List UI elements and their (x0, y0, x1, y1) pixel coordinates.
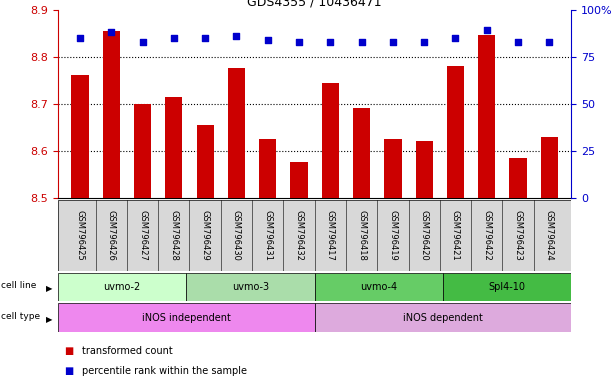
Text: iNOS dependent: iNOS dependent (403, 313, 483, 323)
Text: transformed count: transformed count (82, 346, 174, 356)
Point (137, 38, 147, 45)
Text: uvmo-2: uvmo-2 (104, 282, 141, 292)
Point (388, 38, 398, 45)
Bar (384, 139, 401, 198)
Point (513, 38, 523, 45)
Point (419, 38, 429, 45)
Text: GSM796417: GSM796417 (326, 210, 335, 261)
Bar (186, 273, 315, 301)
Text: Spl4-10: Spl4-10 (489, 282, 525, 292)
Bar (322, 83, 339, 198)
Bar (71, 76, 89, 198)
Bar (315, 273, 443, 301)
Bar (541, 137, 558, 198)
Bar (447, 66, 464, 198)
Bar (443, 273, 571, 301)
Text: uvmo-3: uvmo-3 (232, 282, 269, 292)
Bar (103, 31, 120, 198)
Text: percentile rank within the sample: percentile rank within the sample (82, 366, 247, 376)
Text: GSM796421: GSM796421 (451, 210, 460, 261)
Point (263, 36, 273, 43)
Point (106, 29, 116, 35)
Point (200, 35, 210, 41)
Text: GSM796424: GSM796424 (545, 210, 554, 261)
Bar (58, 273, 186, 301)
Text: cell type: cell type (1, 312, 40, 321)
Bar (197, 125, 214, 198)
Point (482, 27, 492, 33)
Text: GSM796423: GSM796423 (514, 210, 522, 261)
Text: GSM796427: GSM796427 (138, 210, 147, 261)
Text: GSM796429: GSM796429 (200, 210, 210, 261)
Point (544, 38, 554, 45)
Text: GSM796422: GSM796422 (482, 210, 491, 261)
Bar (134, 104, 151, 198)
Point (232, 33, 241, 39)
Point (75, 35, 85, 41)
Text: ▶: ▶ (46, 315, 53, 324)
Text: GSM796432: GSM796432 (295, 210, 304, 261)
Text: ▶: ▶ (46, 284, 53, 293)
Bar (259, 139, 276, 198)
Text: GSM796420: GSM796420 (420, 210, 429, 261)
Text: GSM796431: GSM796431 (263, 210, 273, 261)
Text: ■: ■ (64, 366, 73, 376)
Text: ■: ■ (64, 346, 73, 356)
Text: GSM796430: GSM796430 (232, 210, 241, 261)
Bar (290, 162, 307, 198)
Bar (353, 108, 370, 198)
Text: GSM796418: GSM796418 (357, 210, 366, 261)
Bar (165, 97, 183, 198)
Point (326, 38, 335, 45)
Bar (228, 68, 245, 198)
Bar (415, 141, 433, 198)
Text: GSM796428: GSM796428 (169, 210, 178, 261)
Text: GSM796425: GSM796425 (75, 210, 84, 261)
Title: GDS4355 / 10436471: GDS4355 / 10436471 (247, 0, 382, 8)
Bar (478, 35, 496, 198)
Text: uvmo-4: uvmo-4 (360, 282, 397, 292)
Point (450, 35, 460, 41)
Bar (510, 158, 527, 198)
Bar (58, 303, 315, 332)
Point (169, 35, 179, 41)
Text: GSM796419: GSM796419 (389, 210, 397, 261)
Bar (315, 303, 571, 332)
Point (357, 38, 367, 45)
Text: GSM796426: GSM796426 (107, 210, 115, 261)
Point (294, 38, 304, 45)
Text: cell line: cell line (1, 281, 36, 290)
Text: iNOS independent: iNOS independent (142, 313, 231, 323)
